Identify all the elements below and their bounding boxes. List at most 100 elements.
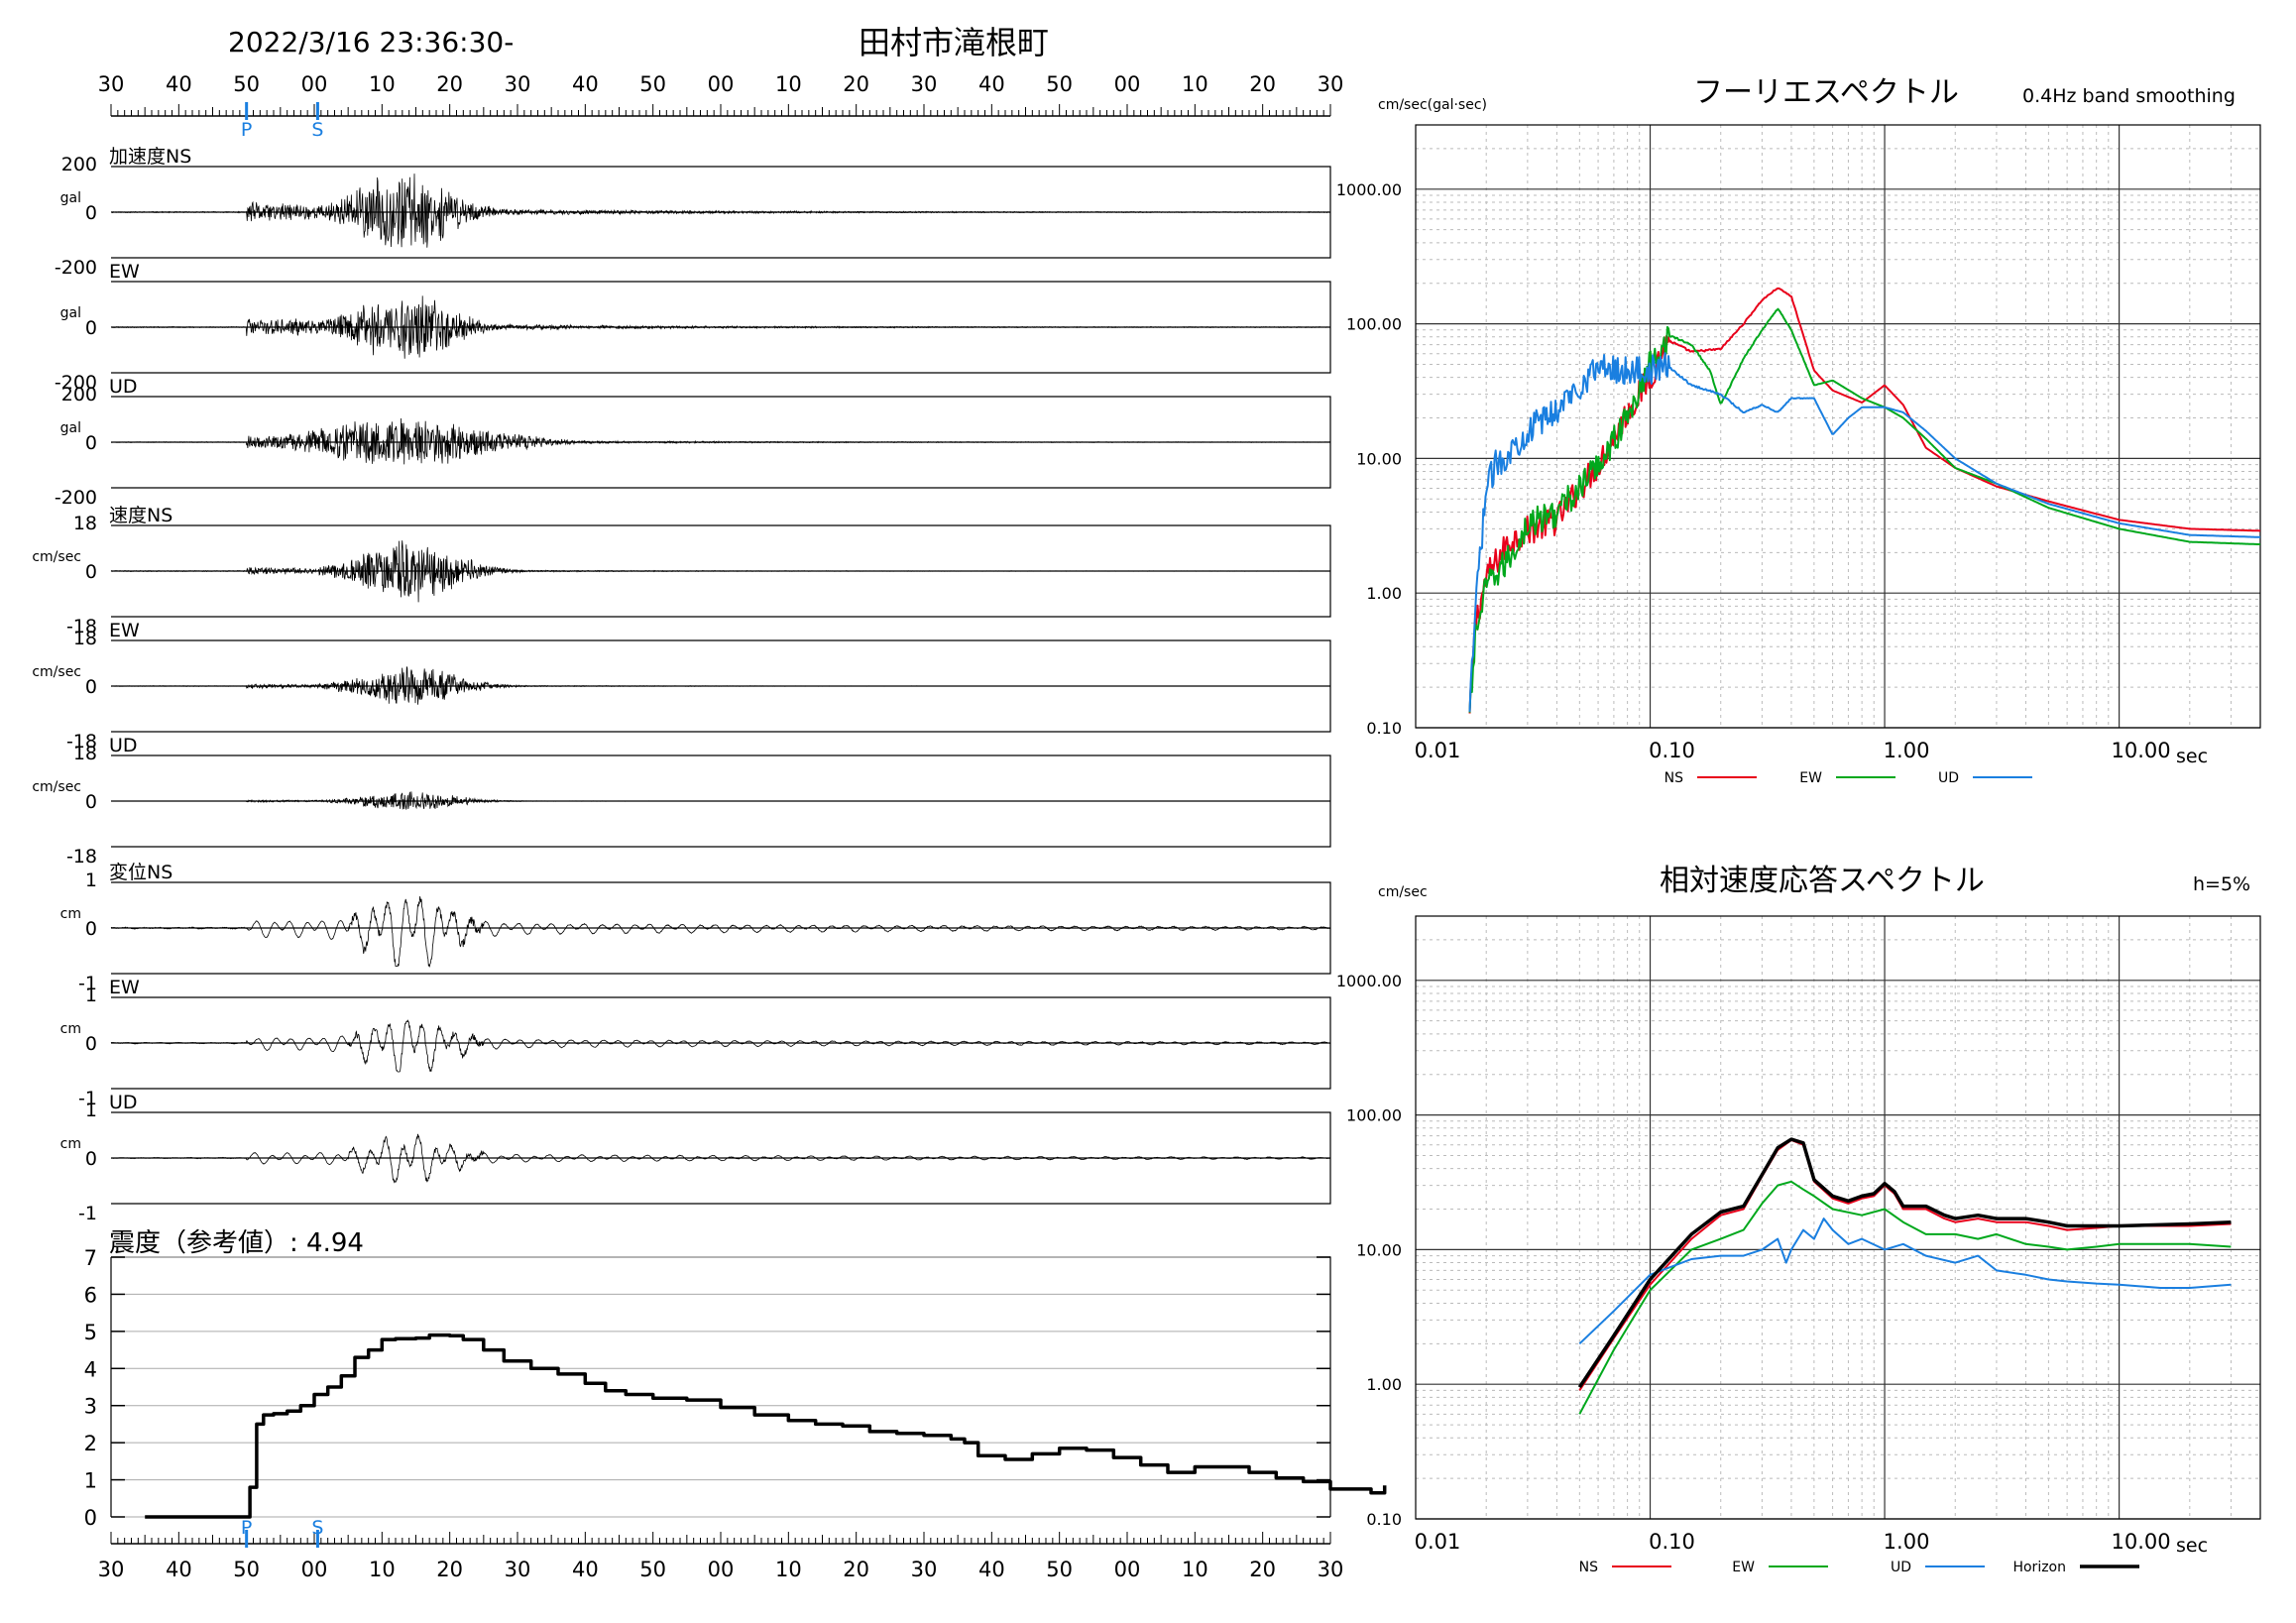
component-label: EW [109, 977, 140, 998]
legend-label-ud: UD [1938, 770, 1959, 786]
ymin-label: -200 [55, 487, 97, 509]
ymax-label: 1 [85, 985, 97, 1006]
ymin-label: -1 [78, 973, 97, 994]
ymax-label: 18 [73, 513, 97, 534]
time-tick-label: 20 [436, 1558, 463, 1581]
p-wave-marker: P [241, 1517, 252, 1539]
waveform-panel: 速度NS 18 0 -18 cm/sec [32, 505, 1331, 638]
time-tick-label: 40 [166, 72, 192, 96]
time-tick-label: 50 [1046, 72, 1073, 96]
time-tick-label: 20 [1249, 1558, 1276, 1581]
y-tick-label: 1000.00 [1336, 972, 1402, 990]
component-label: EW [109, 261, 140, 283]
intensity-tick-label: 4 [84, 1357, 97, 1381]
fourier-subtitle: 0.4Hz band smoothing [2022, 85, 2236, 107]
series-line-ud [1578, 1217, 2232, 1345]
time-tick-label: 00 [1114, 72, 1141, 96]
time-tick-label: 00 [708, 72, 735, 96]
x-tick-label: 0.10 [1649, 1530, 1695, 1554]
legend-label-ns: NS [1665, 770, 1683, 786]
response-subtitle: h=5% [2193, 873, 2250, 895]
time-tick-label: 10 [1182, 72, 1208, 96]
intensity-chart: 0 1 2 3 4 5 6 7 [84, 1246, 1387, 1530]
time-tick-label: 20 [436, 72, 463, 96]
fourier-legend: NS EW UD [1665, 770, 2032, 786]
ymin-label: -1 [78, 1088, 97, 1109]
response-title: 相対速度応答スペクトル [1660, 864, 1985, 898]
waveform-panel: EW 1 0 -1 cm [60, 977, 1331, 1109]
component-label: 速度NS [109, 505, 172, 526]
response-spectrum-chart: 0.01 0.10 1.00 10.00 0.10 1.00 10.00 100.00 1000… [1336, 915, 2261, 1554]
time-tick-label: 10 [775, 72, 802, 96]
ymin-label: -200 [55, 372, 97, 394]
waveform-trace [110, 896, 1331, 968]
time-tick-label: 50 [233, 1558, 260, 1581]
waveform-panel: UD 18 0 -18 cm/sec [32, 735, 1331, 868]
time-tick-label: 30 [98, 72, 125, 96]
ymin-label: -200 [55, 257, 97, 279]
unit-label: cm [60, 1136, 81, 1152]
unit-label: cm/sec [32, 664, 81, 680]
intensity-tick-label: 5 [84, 1321, 97, 1344]
waveform-panels: 加速度NS 200 0 -200 gal EW 0 -200 gal UD 200 0 -200 gal 速… [32, 146, 1331, 1224]
time-tick-label: 50 [639, 72, 666, 96]
intensity-tick-label: 2 [84, 1432, 97, 1455]
legend-label-ud: UD [1891, 1560, 1911, 1575]
response-xlabel: sec [2176, 1535, 2208, 1557]
y-tick-label: 100.00 [1346, 315, 1402, 334]
ymin-label: -18 [66, 846, 97, 868]
x-tick-label: 0.01 [1415, 1530, 1461, 1554]
y-tick-label: 1.00 [1366, 584, 1402, 603]
time-tick-label: 30 [911, 1558, 938, 1581]
x-tick-label: 1.00 [1884, 739, 1930, 762]
plot-frame [1415, 915, 2261, 1520]
x-tick-label: 0.10 [1649, 739, 1695, 762]
legend-label-ew: EW [1799, 770, 1822, 786]
intensity-tick-label: 1 [84, 1469, 97, 1493]
intensity-title: 震度（参考値）: 4.94 [109, 1228, 364, 1258]
x-tick-label: 10.00 [2112, 1530, 2171, 1554]
event-datetime: 2022/3/16 23:36:30- [228, 26, 514, 58]
time-tick-label: 40 [166, 1558, 192, 1581]
waveform-trace [111, 417, 1331, 465]
s-wave-marker: S [311, 1517, 323, 1539]
panel-frame [111, 1256, 1331, 1517]
waveform-panel: EW 0 -200 gal [55, 261, 1331, 394]
ymax-label: 18 [73, 743, 97, 764]
series-line-ew [1578, 1180, 2232, 1415]
time-tick-label: 30 [1318, 1558, 1344, 1581]
component-label: UD [109, 376, 138, 398]
unit-label: gal [60, 305, 81, 321]
time-tick-label: 00 [1114, 1558, 1141, 1581]
zero-label: 0 [85, 1033, 97, 1055]
x-tick-label: 10.00 [2112, 739, 2171, 762]
top-time-axis: 30 40 50 00 10 20 30 40 50 00 10 20 30 40 50 00 10 20 30 P S [98, 72, 1344, 141]
waveform-trace [110, 540, 1330, 603]
y-tick-label: 10.00 [1356, 449, 1402, 468]
y-tick-label: 1000.00 [1336, 180, 1402, 199]
time-tick-label: 40 [978, 72, 1005, 96]
time-tick-label: 30 [911, 72, 938, 96]
intensity-trace [145, 1333, 1387, 1519]
zero-label: 0 [85, 432, 97, 454]
p-wave-marker: P [241, 119, 252, 141]
station-name: 田村市滝根町 [859, 24, 1049, 61]
time-tick-label: 50 [233, 72, 260, 96]
y-tick-label: 1.00 [1366, 1375, 1402, 1394]
time-tick-label: 10 [369, 72, 396, 96]
time-tick-label: 10 [369, 1558, 396, 1581]
ymax-label: 18 [73, 628, 97, 649]
plot-frame [1415, 124, 2261, 729]
s-wave-marker: S [311, 119, 323, 141]
unit-label: cm/sec [32, 779, 81, 795]
waveform-trace [110, 1133, 1330, 1184]
unit-label: gal [60, 420, 81, 436]
time-tick-label: 10 [775, 1558, 802, 1581]
time-tick-label: 50 [1046, 1558, 1073, 1581]
series-line-horizon [1577, 1137, 2232, 1389]
time-tick-label: 50 [639, 1558, 666, 1581]
time-tick-label: 30 [505, 72, 531, 96]
time-tick-label: 40 [572, 72, 599, 96]
component-label: UD [109, 735, 138, 756]
